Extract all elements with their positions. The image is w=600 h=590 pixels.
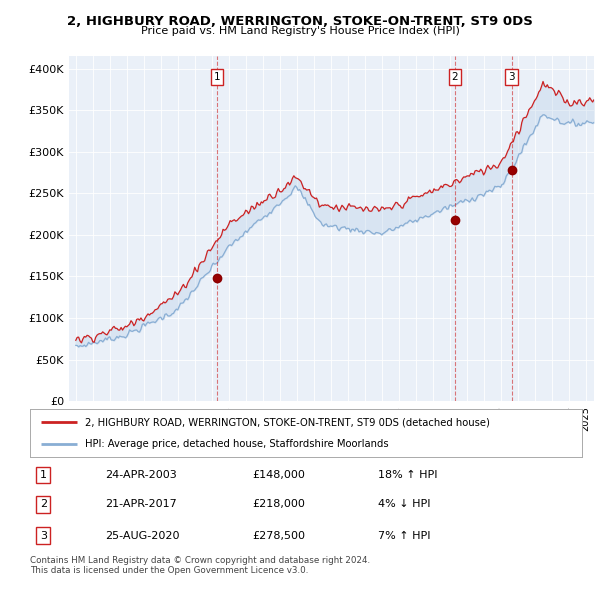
Text: £148,000: £148,000: [252, 470, 305, 480]
Text: 24-APR-2003: 24-APR-2003: [105, 470, 177, 480]
Text: 2: 2: [452, 72, 458, 82]
Text: Contains HM Land Registry data © Crown copyright and database right 2024.
This d: Contains HM Land Registry data © Crown c…: [30, 556, 370, 575]
Text: £218,000: £218,000: [252, 500, 305, 509]
Text: 7% ↑ HPI: 7% ↑ HPI: [378, 531, 431, 540]
Text: £278,500: £278,500: [252, 531, 305, 540]
Text: 2: 2: [40, 500, 47, 509]
Text: 3: 3: [508, 72, 515, 82]
Text: 2, HIGHBURY ROAD, WERRINGTON, STOKE-ON-TRENT, ST9 0DS: 2, HIGHBURY ROAD, WERRINGTON, STOKE-ON-T…: [67, 15, 533, 28]
Text: 1: 1: [214, 72, 220, 82]
Text: 4% ↓ HPI: 4% ↓ HPI: [378, 500, 431, 509]
Text: 1: 1: [40, 470, 47, 480]
Text: 21-APR-2017: 21-APR-2017: [105, 500, 177, 509]
Text: 3: 3: [40, 531, 47, 540]
Text: 25-AUG-2020: 25-AUG-2020: [105, 531, 179, 540]
Text: 18% ↑ HPI: 18% ↑ HPI: [378, 470, 437, 480]
Text: HPI: Average price, detached house, Staffordshire Moorlands: HPI: Average price, detached house, Staf…: [85, 439, 389, 449]
Text: 2, HIGHBURY ROAD, WERRINGTON, STOKE-ON-TRENT, ST9 0DS (detached house): 2, HIGHBURY ROAD, WERRINGTON, STOKE-ON-T…: [85, 417, 490, 427]
Text: Price paid vs. HM Land Registry's House Price Index (HPI): Price paid vs. HM Land Registry's House …: [140, 26, 460, 36]
